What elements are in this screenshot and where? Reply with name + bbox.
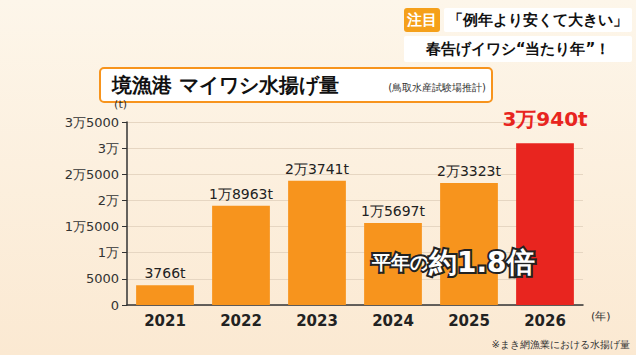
svg-text:(t): (t) bbox=[114, 98, 127, 111]
svg-text:2023: 2023 bbox=[296, 312, 338, 330]
svg-text:約1.8倍: 約1.8倍 bbox=[428, 246, 535, 279]
svg-text:0: 0 bbox=[111, 298, 119, 313]
svg-text:(年): (年) bbox=[591, 310, 611, 323]
svg-text:3万: 3万 bbox=[98, 141, 119, 156]
svg-text:2万3323t: 2万3323t bbox=[437, 163, 502, 179]
svg-text:3万940t: 3万940t bbox=[502, 107, 588, 131]
svg-text:平年の: 平年の bbox=[371, 251, 429, 273]
svg-text:1万5000: 1万5000 bbox=[65, 219, 119, 234]
svg-text:2024: 2024 bbox=[372, 312, 414, 330]
svg-text:2025: 2025 bbox=[448, 312, 490, 330]
svg-text:1万: 1万 bbox=[98, 245, 119, 260]
svg-text:※まき網漁業における水揚げ量: ※まき網漁業における水揚げ量 bbox=[492, 339, 630, 350]
svg-text:5000: 5000 bbox=[86, 271, 119, 286]
svg-text:「例年より安くて大きい」: 「例年より安くて大きい」 bbox=[448, 11, 628, 29]
svg-text:2万: 2万 bbox=[98, 193, 119, 208]
svg-text:3766t: 3766t bbox=[144, 265, 186, 281]
svg-text:境漁港 マイワシ水揚げ量: 境漁港 マイワシ水揚げ量 bbox=[111, 73, 339, 97]
svg-text:2026: 2026 bbox=[524, 312, 566, 330]
svg-text:(鳥取水産試験場推計): (鳥取水産試験場推計) bbox=[388, 82, 486, 93]
svg-text:2022: 2022 bbox=[220, 312, 262, 330]
svg-text:2021: 2021 bbox=[144, 312, 186, 330]
svg-text:3万5000: 3万5000 bbox=[65, 115, 119, 130]
svg-text:1万5697t: 1万5697t bbox=[361, 203, 426, 219]
svg-text:1万8963t: 1万8963t bbox=[209, 186, 274, 202]
svg-text:2万3741t: 2万3741t bbox=[285, 161, 350, 177]
svg-text:2万5000: 2万5000 bbox=[65, 167, 119, 182]
svg-text:注目: 注目 bbox=[406, 11, 437, 29]
svg-text:春告げイワシ“当たり年”！: 春告げイワシ“当たり年”！ bbox=[425, 40, 611, 58]
